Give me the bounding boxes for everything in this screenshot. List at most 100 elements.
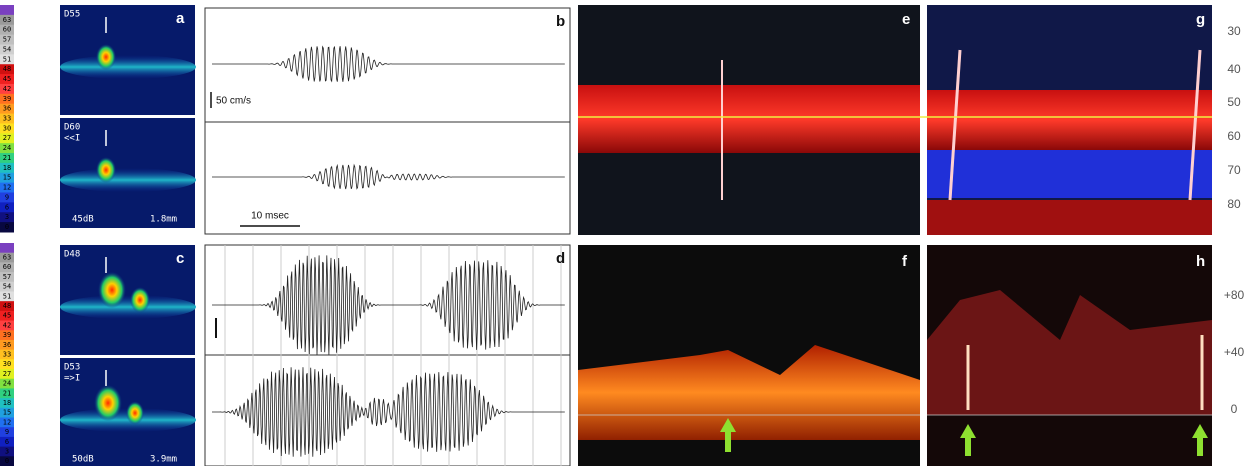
label: 30 [1227,24,1241,38]
label: 30 [3,124,11,132]
label: 42 [3,85,11,93]
label: 30 [3,360,11,368]
label: 100 [38,379,56,391]
label: 48 [3,65,11,73]
label: 33 [3,351,11,359]
label: 50 [1227,95,1241,109]
label: 0 [50,308,56,320]
label: 21 [3,389,11,397]
label: -50 [40,89,56,101]
label: =>I [64,374,80,384]
hot-spot [130,287,150,313]
label: 48 [3,302,11,310]
label: 15 [3,174,11,182]
label: 39 [3,95,11,103]
label: 36 [3,105,11,113]
label: -50 [40,202,56,214]
label: a [176,10,185,27]
label: 57 [3,36,11,44]
label: d [556,250,565,267]
flow-band [578,85,920,153]
signal-band [60,295,196,319]
label: 50 cm/s [216,96,251,107]
label: D48 [64,250,80,260]
label: h [1196,253,1205,270]
label: 54 [3,45,11,53]
label: D60 [64,123,80,133]
label: 0 [5,457,9,465]
label: 10 msec [251,211,289,222]
label: 36 [3,341,11,349]
label: 3.9mm [150,455,177,465]
label: 50dB [72,455,94,465]
label: 12 [3,418,11,426]
label: +40 [1224,345,1245,359]
label: 0 [50,68,56,80]
label: 42 [3,321,11,329]
label: 9 [5,428,9,436]
label: 54 [3,283,11,291]
label: 63 [3,16,11,24]
label: e [902,11,910,28]
label: 50 [44,287,56,299]
label: 3 [5,447,9,455]
hot-spot [94,385,122,421]
label: 1.8mm [150,215,177,225]
signal-band [60,168,196,192]
label: g [1196,11,1205,28]
label: 51 [3,292,11,300]
label: 60 [3,26,11,34]
label: 3 [5,213,9,221]
flow-band [927,200,1212,235]
label: 45 [3,75,11,83]
label: D55 [64,10,80,20]
colorbar-cell [0,5,14,15]
label: <<I [64,134,80,144]
label: 21 [3,154,11,162]
label: 70 [1227,163,1241,177]
label: 57 [3,273,11,281]
label: 15 [3,409,11,417]
label: 12 [3,184,11,192]
hot-spot [96,157,116,183]
label: 27 [3,370,11,378]
label: +80 [1224,288,1245,302]
signal-band [60,55,196,79]
label: 63 [3,254,11,262]
label: 60 [1227,129,1241,143]
panel-frame [205,8,570,234]
label: 0 [50,421,56,433]
label: 6 [5,203,9,211]
label: 100 [38,266,56,278]
label: 0 [5,223,9,231]
label: 33 [3,115,11,123]
label: c [176,250,184,267]
label: 18 [3,399,11,407]
label: 50 [44,160,56,172]
hot-spot [96,44,116,70]
label: -50 [40,329,56,341]
colorbar-cell [0,243,14,253]
label: 24 [3,380,11,388]
label: 9 [5,193,9,201]
label: 50 [44,47,56,59]
label: 100 [38,139,56,151]
label: 51 [3,55,11,63]
label: b [556,13,565,30]
label: 39 [3,331,11,339]
flow-band [927,90,1212,150]
label: 0 [1231,402,1238,416]
label: 60 [3,263,11,271]
label: 27 [3,134,11,142]
label: 18 [3,164,11,172]
label: 40 [1227,62,1241,76]
label: 80 [1227,197,1241,211]
label: 50 [44,400,56,412]
label: D53 [64,363,80,373]
label: 0 [50,181,56,193]
label: 6 [5,438,9,446]
page: { "colorbar_labels": ["63","60","57","54… [0,0,1257,466]
hot-spot [98,272,126,308]
label: -50 [40,442,56,454]
label: 24 [3,144,11,152]
